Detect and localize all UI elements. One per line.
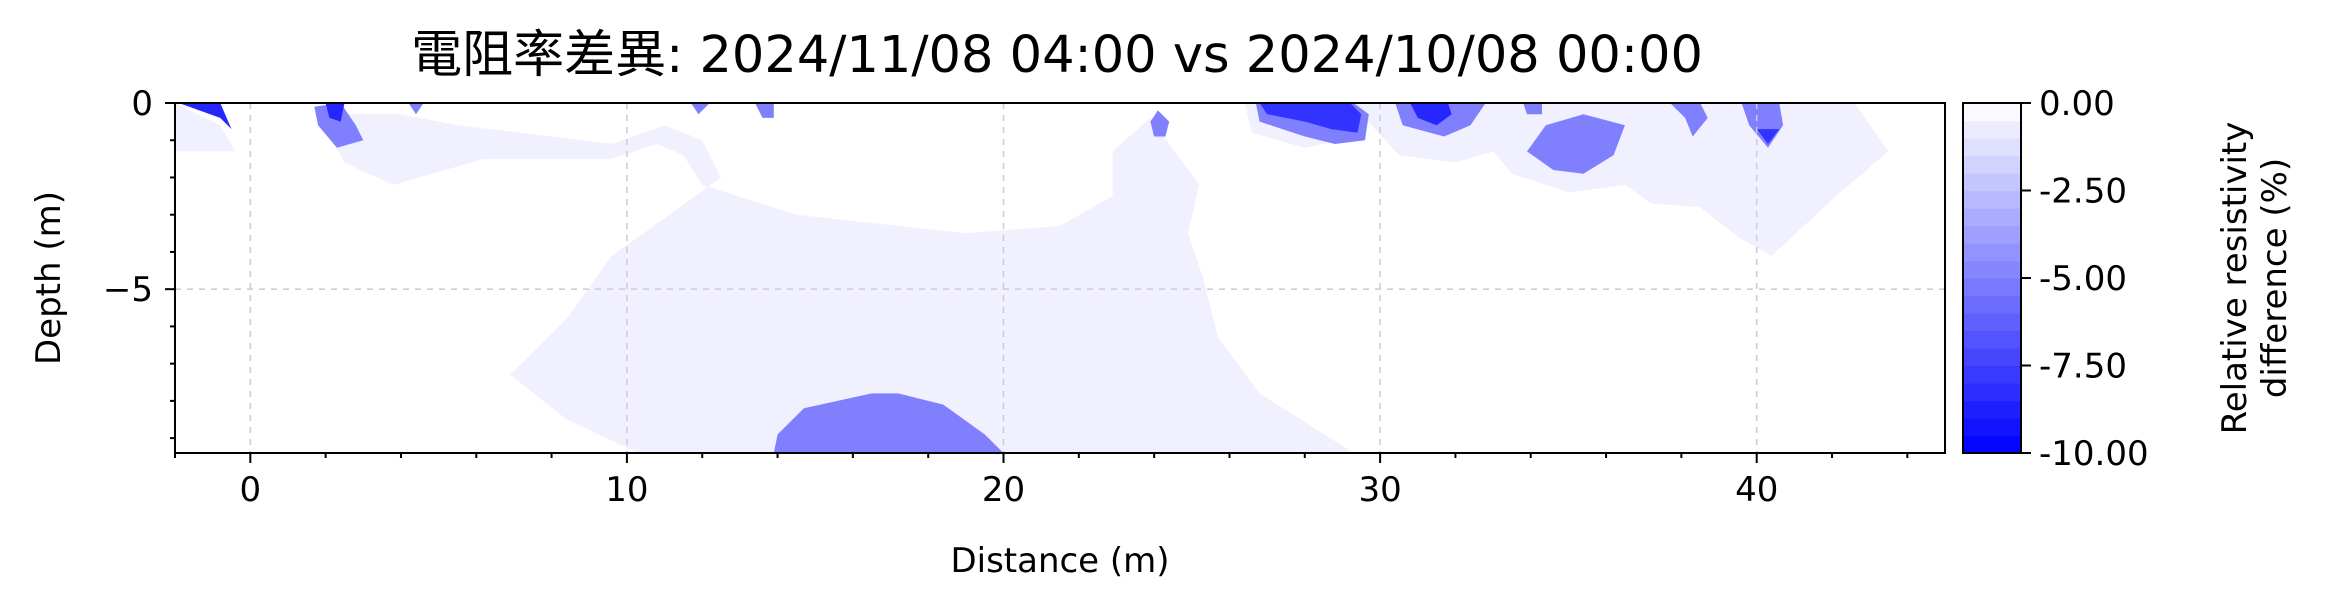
colorbar-label-line-1: Relative resistivity: [2215, 122, 2255, 435]
region-core-anomaly-40m: [1756, 129, 1780, 144]
colorbar-label-line-2: difference (%): [2255, 158, 2295, 398]
x-tick-label: 0: [239, 470, 261, 510]
region-shallow-anomaly-33m: [1523, 103, 1542, 115]
colorbar-band: [1963, 103, 2021, 122]
colorbar-tick-label: -5.00: [2039, 259, 2127, 299]
colorbar-band: [1963, 208, 2021, 227]
region-deep-anomaly: [773, 393, 1004, 453]
colorbar-band: [1963, 348, 2021, 367]
region-shallow-anomaly-24m: [1150, 110, 1170, 137]
region-core-anomaly-2m: [325, 103, 345, 122]
y-tick-label: −5: [103, 270, 153, 310]
region-left-edge-weak-region: [175, 103, 236, 152]
region-shallow-anomaly-12m: [690, 103, 710, 115]
colorbar-tick-label: -7.50: [2039, 347, 2127, 387]
colorbar-band: [1963, 225, 2021, 244]
colorbar: 0.00 -2.50 -5.00 -7.50 -10.00 Relative resis…: [1962, 84, 2295, 474]
x-axis-ticks: 0 10 20 30 40: [174, 453, 1909, 510]
grid-lines: [175, 102, 1945, 453]
colorbar-bands: [1963, 103, 2021, 454]
region-shallow-anomaly-2m: [314, 103, 364, 148]
region-shallow-anomaly-35m: [1527, 114, 1625, 174]
region-shallow-anomaly-4m: [408, 103, 424, 115]
colorbar-band: [1963, 278, 2021, 297]
colorbar-band: [1963, 120, 2021, 139]
y-tick-label: 0: [131, 84, 153, 124]
colorbar-band: [1963, 155, 2021, 174]
x-tick-label: 30: [1358, 470, 1401, 510]
region-core-anomaly-28m: [1259, 103, 1362, 133]
colorbar-band: [1963, 260, 2021, 279]
x-axis-label: Distance (m): [950, 541, 1169, 581]
colorbar-band: [1963, 435, 2021, 454]
colorbar-ticks: 0.00 -2.50 -5.00 -7.50 -10.00: [2021, 84, 2149, 474]
region-right-weak-region: [1244, 103, 1889, 256]
y-axis-label: Depth (m): [29, 191, 69, 365]
colorbar-band: [1963, 330, 2021, 349]
region-shallow-anomaly-14m: [755, 103, 774, 118]
chart-title: 電阻率差異: 2024/11/08 04:00 vs 2024/10/08 00…: [411, 26, 1703, 85]
colorbar-band: [1963, 313, 2021, 332]
x-tick-label: 10: [605, 470, 648, 510]
colorbar-band: [1963, 190, 2021, 209]
region-core-anomaly-31m: [1410, 103, 1452, 126]
plot-frame: [174, 102, 1946, 454]
colorbar-tick-label: -2.50: [2039, 172, 2127, 212]
colorbar-band: [1963, 243, 2021, 262]
colorbar-tick-label: -10.00: [2039, 434, 2149, 474]
colorbar-band: [1963, 365, 2021, 384]
colorbar-band: [1963, 383, 2021, 402]
colorbar-band: [1963, 173, 2021, 192]
colorbar-band: [1963, 400, 2021, 419]
region-core-anomaly-left-edge: [178, 103, 232, 130]
y-axis-ticks: 0 −5: [103, 84, 175, 440]
colorbar-band: [1963, 418, 2021, 437]
region-broad-weak-region: [318, 114, 1354, 453]
x-tick-label: 40: [1735, 470, 1778, 510]
contour-regions: [175, 103, 1889, 453]
colorbar-band: [1963, 138, 2021, 157]
x-tick-label: 20: [982, 470, 1025, 510]
region-shallow-anomaly-38m: [1670, 103, 1708, 137]
colorbar-tick-label: 0.00: [2039, 84, 2115, 124]
colorbar-band: [1963, 295, 2021, 314]
